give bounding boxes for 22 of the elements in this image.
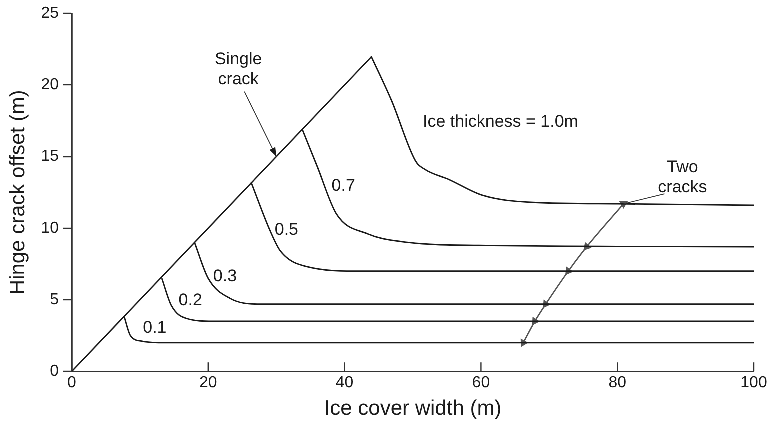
x-tick-label: 80 <box>608 374 627 392</box>
annotation: Single crack <box>214 49 262 88</box>
y-tick-label: 0 <box>50 363 60 380</box>
x-axis-title: Ice cover width (m) <box>324 397 502 420</box>
y-tick-label: 20 <box>41 76 60 94</box>
y-tick-label: 10 <box>41 220 60 237</box>
x-tick-label: 100 <box>740 374 768 392</box>
series-label: Ice thickness = 1.0m <box>423 112 578 131</box>
x-tick-label: 60 <box>472 374 490 392</box>
series-label: 0.7 <box>332 176 356 195</box>
series-label: 0.5 <box>274 220 299 239</box>
series-label: 0.2 <box>178 290 202 310</box>
y-tick-label: 25 <box>41 5 60 22</box>
y-tick-label: 5 <box>50 291 60 308</box>
x-tick-label: 0 <box>68 374 77 392</box>
series-label: 0.3 <box>213 266 238 286</box>
series-label: 0.1 <box>143 318 167 338</box>
y-axis-title: Hinge crack offset (m) <box>6 90 30 296</box>
x-tick-label: 40 <box>336 374 354 392</box>
x-tick-label: 20 <box>200 374 218 392</box>
y-tick-label: 15 <box>41 148 60 166</box>
annotation: Two cracks <box>658 158 708 197</box>
